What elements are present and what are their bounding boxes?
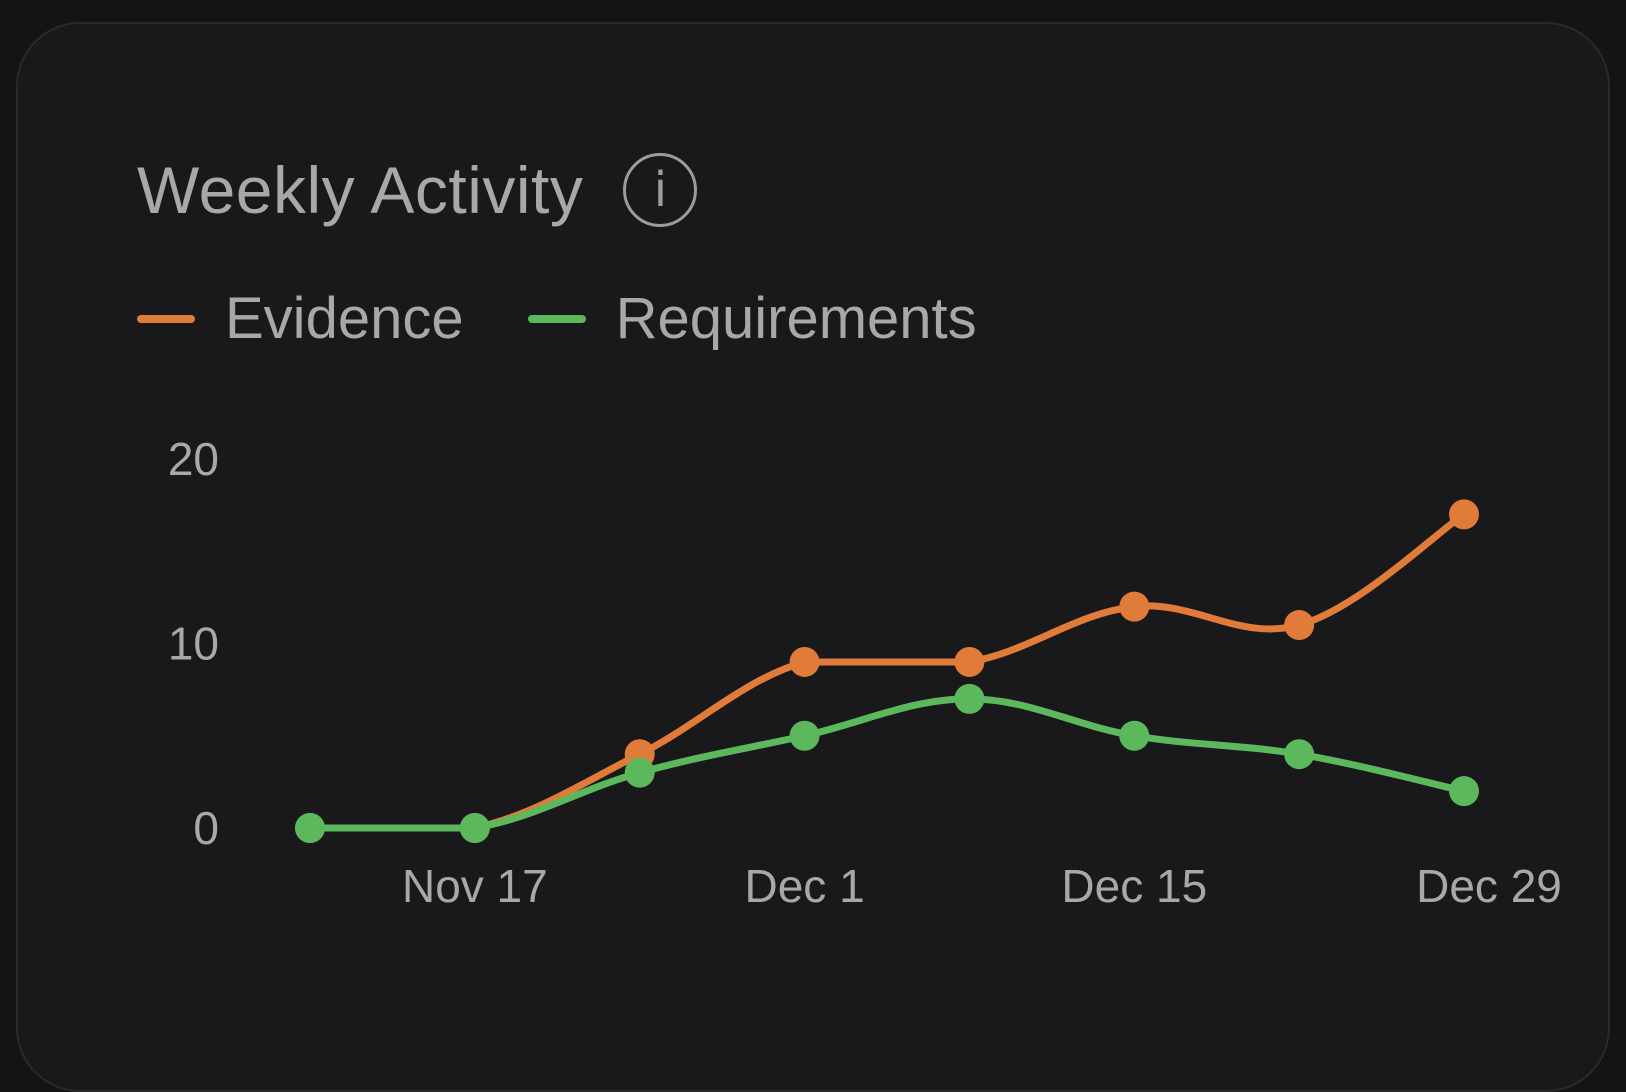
card-header: Weekly Activity i (137, 150, 698, 230)
data-point-requirements-2[interactable] (624, 757, 655, 788)
data-point-requirements-0[interactable] (295, 813, 325, 843)
legend-label-requirements: Requirements (615, 286, 977, 351)
weekly-activity-card (16, 22, 1610, 1092)
chart-legend: Evidence Requirements (137, 284, 1041, 354)
x-tick-label-dec-29: Dec 29 (1416, 860, 1562, 912)
series-line-evidence (306, 510, 1468, 832)
data-point-evidence-5[interactable] (1119, 591, 1150, 622)
series-line-requirements (306, 695, 1468, 832)
y-tick-label-0: 0 (193, 802, 219, 854)
y-tick-label-10: 10 (168, 618, 219, 670)
card-title: Weekly Activity (137, 153, 584, 227)
legend-swatch-evidence (137, 315, 195, 323)
data-point-evidence-6[interactable] (1284, 610, 1315, 641)
data-point-requirements-1[interactable] (459, 813, 490, 843)
legend-item-evidence[interactable]: Evidence (137, 284, 464, 354)
data-point-requirements-4[interactable] (954, 683, 985, 714)
legend-item-requirements[interactable]: Requirements (527, 284, 977, 354)
x-tick-label-dec-15: Dec 15 (1061, 860, 1207, 912)
data-point-requirements-5[interactable] (1119, 720, 1150, 751)
data-point-requirements-3[interactable] (789, 720, 820, 751)
weekly-activity-chart: 0 10 20 Nov 17 Dec 1 Dec 15 Dec 29 (168, 433, 1562, 912)
data-point-evidence-4[interactable] (954, 646, 985, 677)
info-icon[interactable]: i (623, 153, 698, 227)
data-point-requirements-7[interactable] (1449, 776, 1479, 807)
y-tick-label-20: 20 (168, 433, 219, 485)
legend-swatch-requirements (527, 315, 586, 323)
data-point-evidence-3[interactable] (789, 646, 820, 677)
data-point-requirements-6[interactable] (1284, 739, 1315, 770)
legend-label-evidence: Evidence (225, 286, 464, 351)
data-point-evidence-7[interactable] (1449, 499, 1479, 530)
x-tick-label-dec-1: Dec 1 (744, 860, 864, 912)
x-tick-label-nov-17: Nov 17 (402, 860, 548, 912)
